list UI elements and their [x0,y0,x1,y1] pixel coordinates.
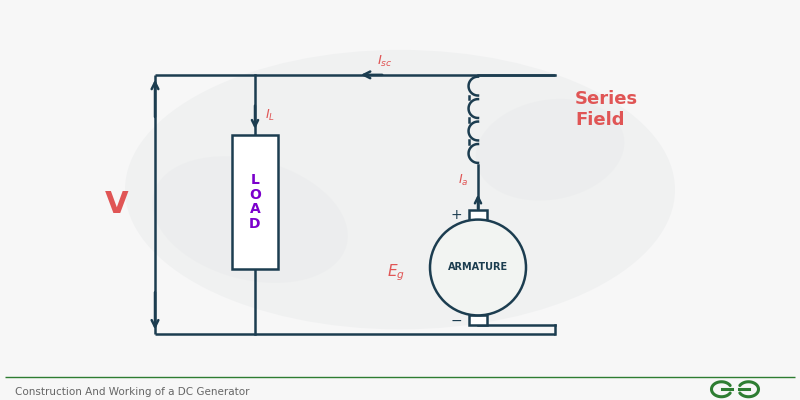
Ellipse shape [152,156,348,283]
Text: Series
Field: Series Field [575,90,638,129]
Text: −: − [450,313,462,327]
Text: V: V [105,190,129,219]
Ellipse shape [476,99,624,200]
Bar [469,315,487,325]
Text: $I_L$: $I_L$ [265,108,275,123]
Text: Construction And Working of a DC Generator: Construction And Working of a DC Generat… [15,387,250,397]
Circle shape [430,220,526,315]
Ellipse shape [125,50,675,329]
Text: $I_a$: $I_a$ [458,172,468,188]
Text: +: + [450,208,462,222]
Text: L
O
A
D: L O A D [249,173,261,231]
Bar [233,135,278,270]
Text: ARMATURE: ARMATURE [448,262,508,272]
Bar [469,210,487,220]
Text: $I_{sc}$: $I_{sc}$ [377,54,393,69]
Text: $E_g$: $E_g$ [387,262,405,283]
